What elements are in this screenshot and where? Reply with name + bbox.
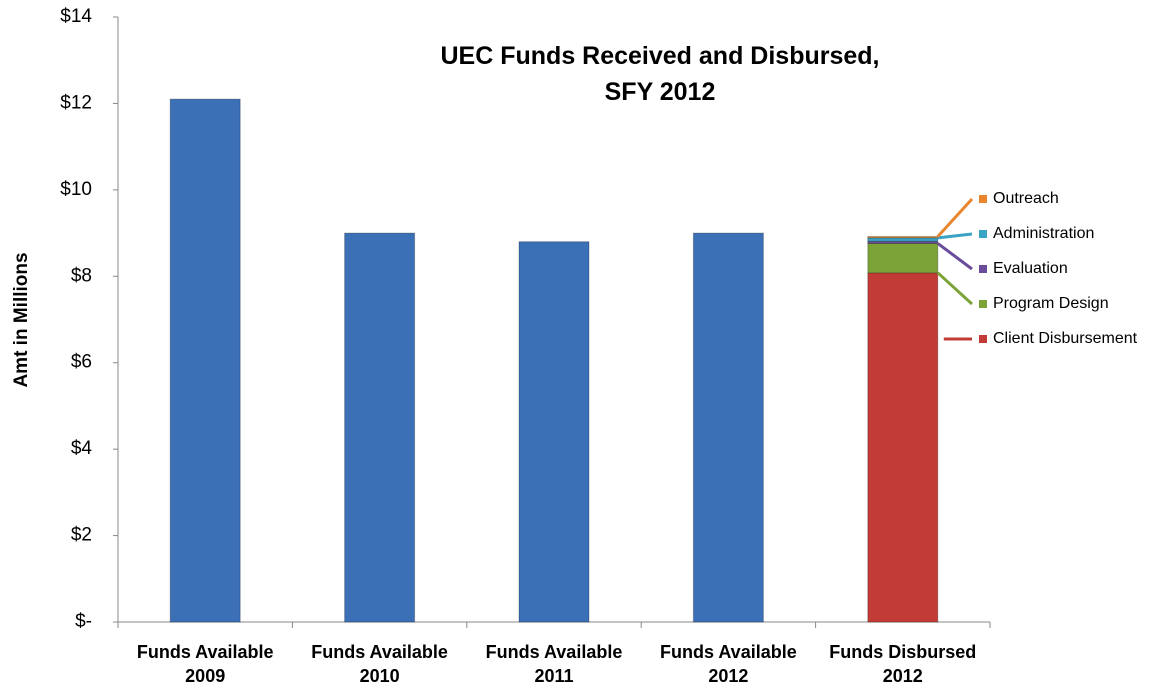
legend-label: Administration xyxy=(993,225,1094,242)
y-tick-label: $2 xyxy=(71,525,92,546)
y-tick-label: $6 xyxy=(71,352,92,373)
y-tick-label: $10 xyxy=(60,179,92,200)
y-tick-label: $- xyxy=(75,611,92,632)
bar xyxy=(867,236,939,239)
bar xyxy=(344,232,416,623)
legend-label: Client Disbursement xyxy=(993,330,1138,347)
y-tick-label: $12 xyxy=(60,92,92,113)
legend-swatch xyxy=(979,265,987,273)
y-tick-label: $8 xyxy=(71,265,92,286)
legend-swatch xyxy=(979,335,987,343)
leader-line xyxy=(936,197,974,238)
leader-line xyxy=(936,271,974,306)
x-tick-label: Funds Available 2010 xyxy=(311,642,448,686)
x-tick-label: Funds Disbursed 2012 xyxy=(829,642,977,686)
y-tick-label: $14 xyxy=(60,6,92,27)
leader-line xyxy=(937,232,973,240)
y-tick-label: $4 xyxy=(71,438,93,459)
legend-swatch xyxy=(979,300,987,308)
bar xyxy=(867,240,939,244)
bar xyxy=(867,272,939,623)
bar xyxy=(169,98,241,623)
bar xyxy=(518,241,590,623)
bar xyxy=(867,242,939,274)
x-tick-label: Funds Available 2009 xyxy=(136,642,274,686)
legend-label: Program Design xyxy=(993,295,1109,312)
legend-label: Outreach xyxy=(993,190,1059,207)
x-tick-label: Funds Available 2011 xyxy=(485,642,623,686)
x-tick-label: Funds Available 2012 xyxy=(660,642,797,686)
y-axis-label: Amt in Millions xyxy=(11,252,32,387)
legend-swatch xyxy=(979,195,987,203)
bar xyxy=(692,232,764,623)
legend-label: Evaluation xyxy=(993,260,1068,277)
chart-title: UEC Funds Received and Disbursed, SFY 20… xyxy=(440,42,880,106)
bar xyxy=(867,237,939,242)
legend-swatch xyxy=(979,230,987,238)
leader-line xyxy=(936,242,973,271)
